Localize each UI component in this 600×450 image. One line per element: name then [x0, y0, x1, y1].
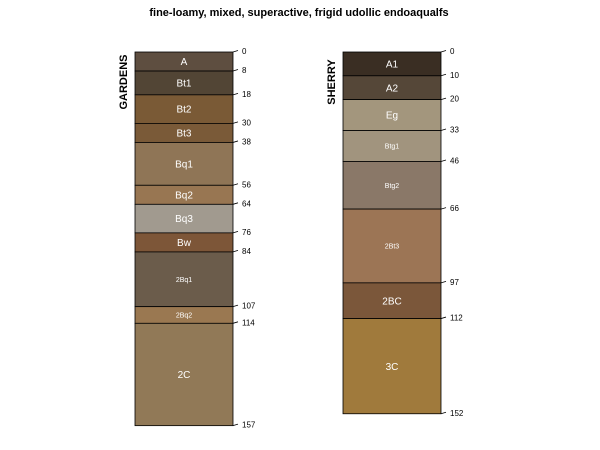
horizon-sherry-eg	[342, 99, 442, 131]
depth-tick-sherry	[440, 316, 447, 319]
depth-tick-sherry	[440, 280, 447, 284]
depth-tick-sherry	[440, 159, 447, 162]
depth-label-gardens: 8	[242, 66, 247, 75]
depth-label-gardens: 38	[242, 137, 251, 146]
depth-label-sherry: 10	[450, 71, 459, 80]
depth-tick-gardens	[232, 50, 239, 53]
depth-label-gardens: 157	[242, 421, 256, 430]
horizon-label-sherry-btg2: Btg2	[385, 183, 400, 190]
depth-tick-gardens	[232, 121, 239, 124]
depth-label-gardens: 64	[242, 199, 251, 208]
depth-label-sherry: 33	[450, 126, 459, 135]
depth-tick-gardens	[232, 92, 239, 96]
depth-tick-sherry	[440, 128, 447, 131]
depth-tick-gardens	[232, 250, 239, 253]
horizon-label-gardens-bq3: Bq3	[175, 214, 193, 225]
depth-tick-gardens	[232, 304, 239, 308]
horizon-label-sherry-btg1: Btg1	[385, 144, 400, 151]
horizon-sherry-2bc	[342, 282, 442, 319]
horizon-label-gardens-a: A	[181, 57, 188, 68]
depth-label-gardens: 114	[242, 318, 255, 327]
horizon-label-gardens-2bq2: 2Bq2	[176, 313, 192, 320]
depth-label-gardens: 18	[242, 90, 251, 99]
depth-tick-sherry	[440, 73, 447, 77]
horizon-sherry-btg1	[342, 130, 442, 162]
profile-name-sherry: SHERRY	[326, 59, 338, 105]
depth-tick-sherry	[440, 50, 447, 53]
horizon-label-sherry-2bc: 2BC	[382, 296, 401, 307]
depth-label-gardens: 76	[242, 228, 251, 237]
depth-tick-gardens	[232, 321, 239, 324]
depth-label-gardens: 107	[242, 302, 256, 311]
depth-label-sherry: 20	[450, 95, 459, 104]
depth-tick-sherry	[440, 411, 447, 415]
profile-sherry: SHERRY A1 A2 Eg Btg1 Btg2 2Bt3 2BC 3C 0 10 20 33 46 66…	[326, 47, 464, 418]
chart-title: fine-loamy, mixed, superactive, frigid u…	[149, 7, 448, 19]
depth-tick-gardens	[232, 230, 239, 234]
depth-label-gardens: 56	[242, 180, 251, 189]
depth-label-sherry: 97	[450, 278, 459, 287]
horizon-label-sherry-eg: Eg	[386, 111, 398, 122]
depth-label-gardens: 30	[242, 118, 251, 127]
depth-label-sherry: 152	[450, 409, 464, 418]
horizon-label-sherry-a1: A1	[386, 60, 399, 71]
depth-label-sherry: 112	[450, 314, 463, 323]
depth-tick-gardens	[232, 140, 239, 143]
horizon-gardens-2c	[134, 322, 234, 427]
horizon-sherry-btg2	[342, 161, 442, 210]
depth-label-sherry: 0	[450, 47, 455, 56]
horizon-label-gardens-bt2: Bt2	[176, 105, 191, 116]
depth-label-gardens: 84	[242, 247, 251, 256]
horizon-label-gardens-2c: 2C	[178, 370, 191, 381]
depth-label-sherry: 66	[450, 204, 459, 213]
horizon-label-sherry-3c: 3C	[386, 362, 399, 373]
horizon-gardens-bq3	[134, 203, 234, 234]
horizon-label-gardens-bt3: Bt3	[176, 129, 191, 140]
profile-name-gardens: GARDENS	[118, 54, 130, 109]
horizon-label-gardens-bq2: Bq2	[175, 190, 193, 201]
horizon-gardens-2bq1	[134, 251, 234, 308]
depth-tick-gardens	[232, 183, 239, 186]
depth-label-sherry: 46	[450, 156, 459, 165]
horizon-label-gardens-bt1: Bt1	[176, 79, 191, 90]
depth-label-gardens: 0	[242, 47, 247, 56]
horizon-sherry-3c	[342, 318, 442, 415]
horizon-label-gardens-bw: Bw	[177, 238, 192, 249]
profile-gardens: GARDENS A Bt1 Bt2 Bt3 Bq1 Bq2 Bq3 Bw 2Bq1 2Bq2 2C 0 8…	[118, 47, 256, 430]
depth-tick-gardens	[232, 423, 239, 427]
depth-tick-sherry	[440, 97, 447, 100]
horizon-label-gardens-2bq1: 2Bq1	[176, 277, 192, 284]
depth-tick-gardens	[232, 202, 239, 205]
depth-tick-gardens	[232, 69, 239, 72]
horizon-label-gardens-bq1: Bq1	[175, 159, 193, 170]
horizon-label-sherry-a2: A2	[386, 83, 399, 94]
horizon-label-sherry-2bt3: 2Bt3	[385, 243, 400, 250]
horizon-sherry-2bt3	[342, 208, 442, 284]
depth-tick-sherry	[440, 207, 447, 210]
profiles-group: GARDENS A Bt1 Bt2 Bt3 Bq1 Bq2 Bq3 Bw 2Bq1 2Bq2 2C 0 8…	[118, 47, 464, 430]
